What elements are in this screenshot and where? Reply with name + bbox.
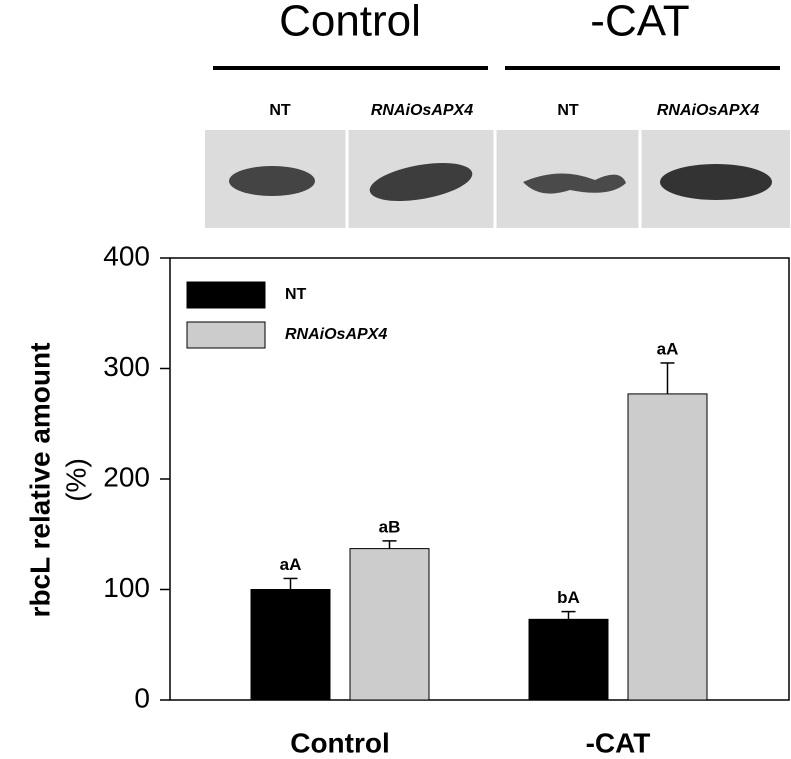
lane-label: NT	[557, 102, 579, 119]
lane-label: NT	[269, 102, 291, 119]
band	[523, 173, 626, 194]
group-label: Control	[279, 0, 421, 46]
y-axis-unit: (%)	[60, 458, 91, 502]
lane-label: RNAiOsAPX4	[371, 102, 473, 119]
group-label: -CAT	[590, 0, 689, 46]
bar	[627, 393, 708, 701]
legend-label: NT	[285, 286, 307, 303]
x-tick-label: Control	[290, 727, 390, 758]
legend-label: RNAiOsAPX4	[285, 326, 387, 343]
y-tick-label: 200	[103, 461, 150, 492]
significance-label: aA	[280, 555, 302, 574]
bar	[528, 618, 609, 701]
band	[229, 166, 315, 196]
legend-swatch	[186, 321, 266, 349]
y-tick-label: 0	[134, 682, 150, 713]
bar	[250, 589, 331, 701]
band	[369, 162, 473, 202]
y-tick-label: 100	[103, 572, 150, 603]
significance-label: aB	[379, 517, 401, 536]
y-tick-label: 300	[103, 351, 150, 382]
y-axis-label: rbcL relative amount	[24, 343, 55, 618]
blot-header: Control -CAT NT RNAiOsAPX4 NT RNAiOsAPX4	[213, 0, 780, 119]
y-tick-label: 400	[103, 240, 150, 271]
legend-swatch	[186, 281, 266, 309]
blot-image	[205, 130, 790, 228]
lane-label: RNAiOsAPX4	[657, 102, 759, 119]
significance-label: bA	[557, 588, 580, 607]
plot-frame	[169, 257, 790, 701]
bar	[349, 548, 430, 701]
significance-label: aA	[657, 339, 679, 358]
band	[660, 164, 772, 200]
x-tick-label: -CAT	[586, 727, 651, 758]
